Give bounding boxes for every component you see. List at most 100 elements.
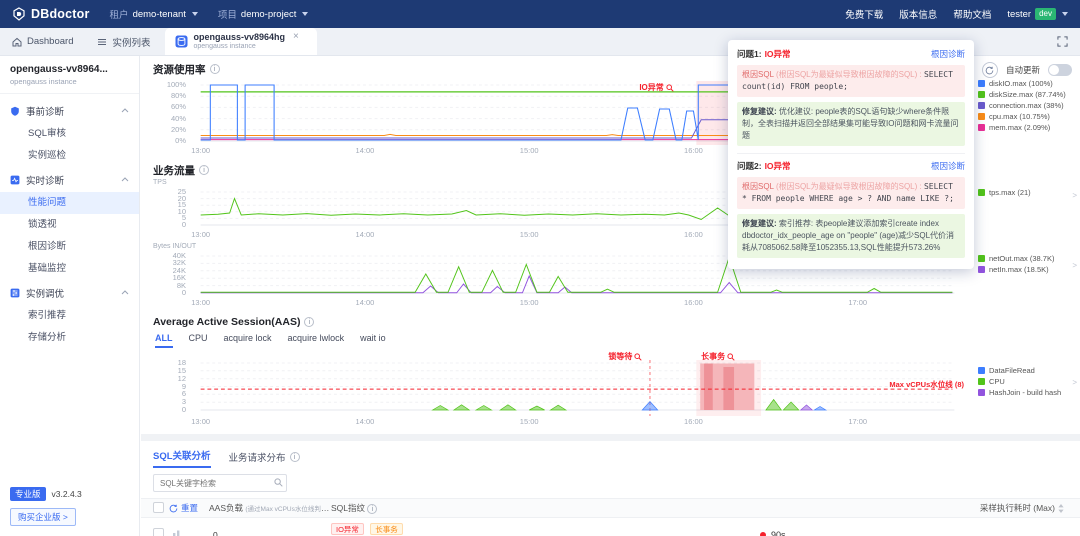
info-icon[interactable]: i (367, 504, 378, 514)
close-icon[interactable]: × (293, 31, 299, 42)
instance-list-button[interactable]: 实例列表 (85, 28, 162, 55)
aas-tab-acquire-lock[interactable]: acquire lock (223, 333, 272, 343)
legend-color (978, 189, 985, 196)
legend-item[interactable]: netOut.max (38.7K) (978, 253, 1072, 264)
tab-sql-analysis[interactable]: SQL关联分析 (153, 448, 211, 468)
x-tick: 15:00 (519, 230, 539, 239)
x-tick: 16:00 (684, 298, 703, 307)
info-icon[interactable]: i (209, 64, 220, 74)
tps-axis-label: TPS (153, 179, 167, 186)
legend-color (978, 367, 985, 374)
instance-name: opengauss-vv8964... (10, 64, 108, 75)
legend-item[interactable]: mem.max (2.09%) (978, 122, 1072, 133)
y-tick: 24K (172, 266, 186, 275)
section-label: 实时诊断 (26, 175, 65, 187)
issue-type: IO异常 (764, 160, 791, 171)
y-tick: 12 (177, 374, 186, 383)
chevron-right-icon[interactable]: > (1072, 261, 1077, 271)
instance-tab[interactable]: opengauss-vv8964hg × opengauss instance (164, 28, 317, 55)
search-icon[interactable] (274, 478, 283, 487)
table-header: 重置 AAS负载 (通过Max vCPUs水位线判断负载高低) SQL指纹 i … (141, 498, 1080, 518)
legend-item[interactable]: HashJoin - build hash (978, 387, 1072, 398)
legend-item[interactable]: diskSize.max (87.74%) (978, 89, 1072, 100)
legend-color (978, 91, 985, 98)
aas-tab-wait-io[interactable]: wait io (360, 333, 386, 343)
auto-refresh-toggle[interactable] (1048, 64, 1072, 76)
info-icon[interactable]: i (304, 317, 315, 327)
aas-tab-all[interactable]: ALL (155, 333, 173, 348)
legend-item[interactable]: CPU (978, 376, 1072, 387)
select-all-checkbox[interactable] (153, 501, 164, 513)
legend-item[interactable]: connection.max (38%) (978, 100, 1072, 111)
magnifier-icon (634, 352, 643, 361)
sidebar-section-instance-tuning[interactable]: 实例调优 (0, 280, 139, 305)
sidebar-item-root-cause[interactable]: 根因诊断 (28, 241, 67, 252)
x-tick: 13:00 (191, 230, 211, 239)
y-tick: 10 (177, 207, 186, 216)
long-transaction-annotation[interactable]: 长事务 (701, 351, 735, 362)
tenant-label: 租户 (109, 10, 129, 21)
sidebar-item-sql-audit[interactable]: SQL审核 (28, 128, 67, 139)
search-input[interactable] (153, 474, 287, 492)
sidebar-item-instance-inspection[interactable]: 实例巡检 (28, 150, 67, 161)
sidebar-item-basic-monitoring[interactable]: 基础监控 (28, 263, 67, 274)
root-cause-link[interactable]: 根因诊断 (930, 160, 965, 171)
legend-color (978, 255, 985, 262)
x-tick: 15:00 (519, 417, 539, 426)
y-tick: 40K (172, 251, 186, 260)
aas-tab-acquire-lwlock[interactable]: acquire lwlock (287, 333, 345, 343)
reset-button[interactable]: 重置 (169, 502, 198, 514)
aas-chart[interactable]: 18 15 12 9 6 3 0 锁等待 长事务 Max vCPUs水位线 (8… (178, 352, 964, 416)
info-icon[interactable]: i (199, 165, 209, 175)
aas-plot (200, 360, 955, 416)
bytes-chart[interactable]: Bytes IN/OUT 40K 32K 24K 16K 8K 0 (153, 243, 964, 297)
io-anomaly-annotation[interactable]: IO异常 (639, 82, 674, 93)
legend-item[interactable]: tps.max (21) (978, 187, 1072, 198)
sidebar-item-lock-perspective[interactable]: 锁透视 (28, 219, 57, 230)
tenant-selector[interactable]: 租户 demo-tenant (110, 7, 198, 21)
x-tick: 17:00 (848, 298, 868, 307)
sidebar-item-performance-issues[interactable]: 性能问题 (0, 192, 139, 214)
project-selector[interactable]: 项目 demo-project (218, 7, 309, 21)
fullscreen-icon[interactable] (1045, 28, 1080, 55)
y-tick: 40% (170, 114, 186, 123)
buy-enterprise-button[interactable]: 购买企业版 > (10, 508, 76, 526)
tab-request-distribution[interactable]: 业务请求分布 i (229, 450, 300, 468)
help-docs-link[interactable]: 帮助文档 (953, 10, 992, 21)
legend-item[interactable]: diskIO.max (100%) (978, 78, 1072, 89)
sidebar-section-pre-diagnosis[interactable]: 事前诊断 (0, 98, 139, 123)
legend-item[interactable]: netIn.max (18.5K) (978, 264, 1072, 275)
legend-item[interactable]: DataFileRead (978, 365, 1072, 376)
row-checkbox[interactable] (153, 528, 164, 536)
sidebar-item-index-recommendation[interactable]: 索引推荐 (28, 310, 67, 321)
free-download-link[interactable]: 免费下载 (845, 10, 884, 21)
root-cause-link[interactable]: 根因诊断 (930, 49, 965, 59)
top-navbar: DBdoctor 租户 demo-tenant 项目 demo-project … (0, 0, 1080, 28)
app-logo[interactable]: DBdoctor (12, 7, 90, 21)
chevron-right-icon[interactable]: > (1072, 191, 1077, 201)
sidebar-item-storage-analysis[interactable]: 存储分析 (28, 332, 67, 343)
y-tick: 0 (181, 288, 186, 297)
version-number: v3.2.4.3 (51, 489, 82, 499)
user-menu[interactable]: tester dev (1007, 8, 1068, 20)
chevron-right-icon[interactable]: > (1072, 377, 1077, 387)
list-icon (98, 38, 107, 45)
reset-icon (169, 504, 178, 512)
sidebar-section-realtime-diagnosis[interactable]: 实时诊断 (0, 167, 139, 192)
y-tick: 25 (177, 187, 186, 196)
aas-load-chart-icon[interactable] (169, 530, 180, 536)
refresh-button[interactable] (981, 62, 998, 78)
tab-subtitle: opengauss instance (193, 43, 256, 50)
dashboard-button[interactable]: Dashboard (0, 28, 85, 55)
io-anomaly-tag: IO异常 (331, 522, 364, 535)
legend-item[interactable]: cpu.max (10.75%) (978, 111, 1072, 122)
x-tick: 16:00 (684, 417, 703, 426)
col-exec-time[interactable]: 采样执行耗时 (Max) (750, 502, 1080, 514)
version-info-link[interactable]: 版本信息 (899, 10, 938, 21)
issue-title: 问题1: (737, 49, 762, 59)
y-tick: 8K (176, 281, 186, 290)
aas-tab-cpu[interactable]: CPU (188, 333, 208, 343)
sort-icon (1058, 503, 1064, 513)
lock-wait-annotation[interactable]: 锁等待 (608, 351, 643, 362)
table-row[interactable]: 0 IO异常 长事务 SELECT * FROM people WHERE ag… (141, 518, 1080, 536)
